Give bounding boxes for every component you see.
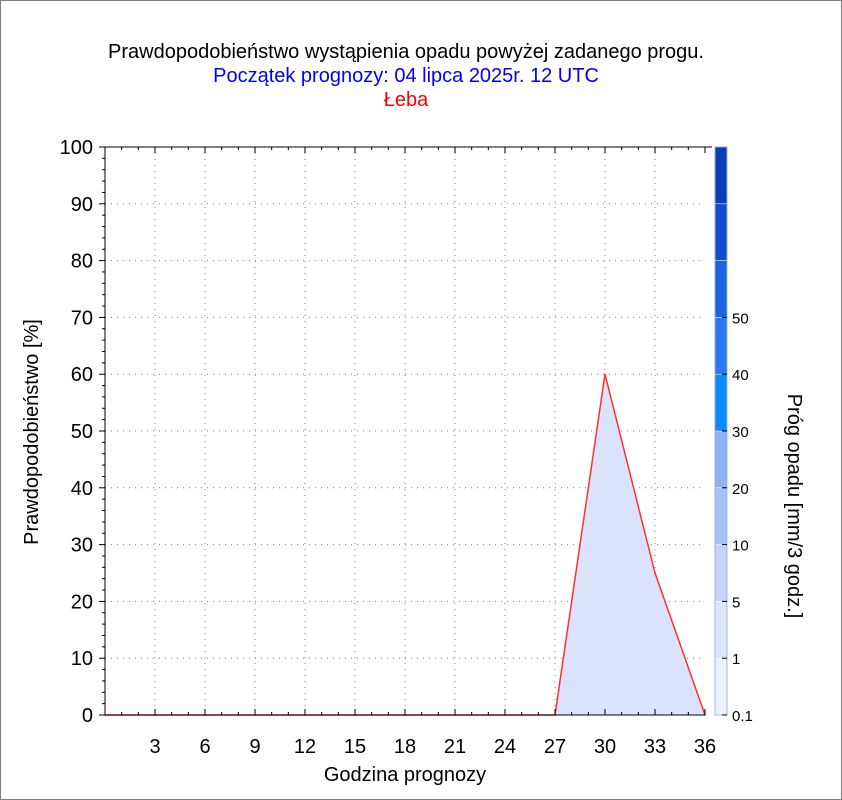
y-tick-label: 30: [71, 535, 93, 557]
x-tick-label: 24: [494, 736, 516, 758]
y-tick-label: 80: [71, 251, 93, 273]
y-tick-label: 70: [71, 307, 93, 329]
chart-titles: Prawdopodobieństwo wystąpienia opadu pow…: [0, 40, 812, 112]
x-tick-label: 27: [544, 736, 566, 758]
colorbar-tick-label: 40: [732, 367, 749, 384]
data-point: [654, 572, 656, 574]
probability-area: [105, 374, 705, 715]
x-tick-label: 18: [394, 736, 416, 758]
x-tick-label: 36: [694, 736, 716, 758]
chart-subtitle: Początek prognozy: 04 lipca 2025r. 12 UT…: [213, 65, 599, 87]
colorbar-segment: [714, 487, 728, 545]
y-tick-label: 10: [71, 648, 93, 670]
colorbar-segment: [714, 317, 728, 375]
x-tick-label: 12: [294, 736, 316, 758]
tick-marks: 3 6 9 12 15 18 21 24 27 30 33 360102030405060708090…: [60, 137, 717, 758]
y-tick-label: 20: [71, 591, 93, 613]
x-tick-label: 9: [249, 736, 260, 758]
y-tick-label: 40: [71, 478, 93, 500]
colorbar-label: Próg opadu [mm/3 godz.]: [783, 394, 805, 619]
y-tick-label: 90: [71, 194, 93, 216]
x-axis-label: Godzina prognozy: [324, 764, 486, 786]
chart-title: Prawdopodobieństwo wystąpienia opadu pow…: [108, 41, 704, 63]
x-tick-label: 33: [644, 736, 666, 758]
x-tick-label: 3: [149, 736, 160, 758]
y-tick-label: 0: [82, 705, 93, 727]
colorbar-tick-label: 20: [732, 481, 749, 498]
y-axis-label: Prawdopodobieństwo [%]: [21, 319, 43, 545]
colorbar-tick-label: 0.1: [732, 708, 753, 725]
x-tick-label: 6: [199, 736, 210, 758]
colorbar-segment: [714, 430, 728, 489]
colorbar-segment: [714, 373, 728, 432]
colorbar-segment: [714, 203, 728, 261]
colorbar-segment: [714, 544, 728, 602]
x-tick-label: 30: [594, 736, 616, 758]
grid-lines: [105, 147, 705, 715]
colorbar-segment: [714, 657, 728, 716]
y-tick-label: 50: [71, 421, 93, 443]
colorbar-tick-label: 30: [732, 424, 749, 441]
data-point: [604, 373, 606, 376]
colorbar-segment: [714, 146, 728, 205]
x-tick-label: 21: [444, 736, 466, 758]
y-tick-label: 60: [71, 364, 93, 386]
colorbar-tick-label: 1: [732, 651, 740, 668]
chart-location: Łeba: [383, 89, 429, 111]
colorbar: 0.1 1 5 10 20 30 40 50: [714, 146, 753, 725]
y-tick-label: 100: [60, 137, 93, 159]
x-tick-label: 15: [344, 736, 366, 758]
colorbar-segment: [714, 260, 728, 318]
colorbar-tick-label: 5: [732, 594, 740, 611]
colorbar-segment: [714, 601, 728, 659]
colorbar-tick-label: 50: [732, 310, 749, 327]
colorbar-tick-label: 10: [732, 538, 749, 555]
